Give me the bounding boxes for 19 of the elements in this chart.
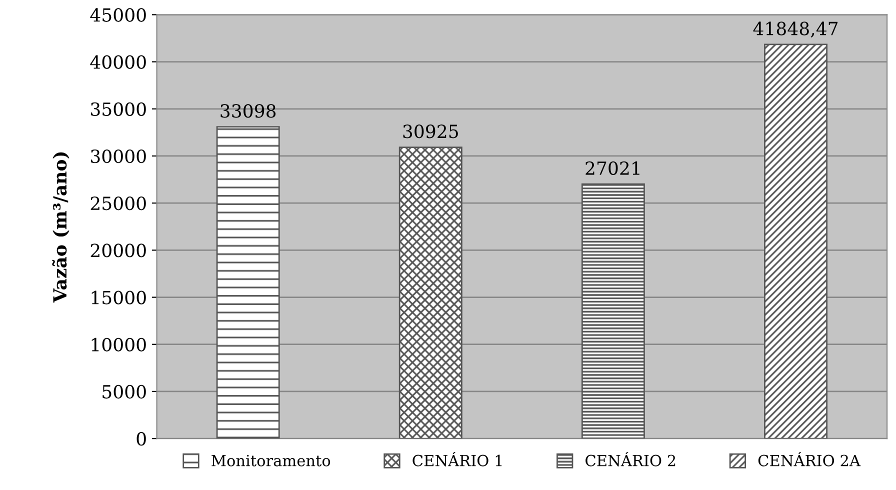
- y-tick-label: 15000: [92, 290, 146, 304]
- y-tick-label: 40000: [90, 55, 146, 69]
- legend-label: CENÁRIO 2A: [758, 452, 861, 466]
- y-tick-label: 20000: [90, 244, 146, 258]
- data-label: 33098: [220, 104, 276, 118]
- y-axis-title: Vazão (m³/ano): [52, 152, 70, 303]
- legend-label: Monitoramento: [212, 454, 330, 466]
- data-label: 30925: [403, 124, 458, 138]
- data-label: 27021: [586, 161, 640, 175]
- legend-label: CENÁRIO 2: [586, 452, 676, 466]
- y-tick-label: 30000: [91, 149, 146, 164]
- y-tick-label: 35000: [91, 102, 146, 116]
- legend-label: CENÁRIO 1: [412, 452, 502, 466]
- y-tick-label: 10000: [92, 338, 146, 352]
- y-tick-label: 25000: [90, 196, 146, 210]
- y-tick-label: 5000: [102, 384, 146, 399]
- data-label: 41848,47: [753, 22, 838, 38]
- y-tick-label: 0: [136, 432, 146, 446]
- y-tick-label: 45000: [90, 8, 146, 22]
